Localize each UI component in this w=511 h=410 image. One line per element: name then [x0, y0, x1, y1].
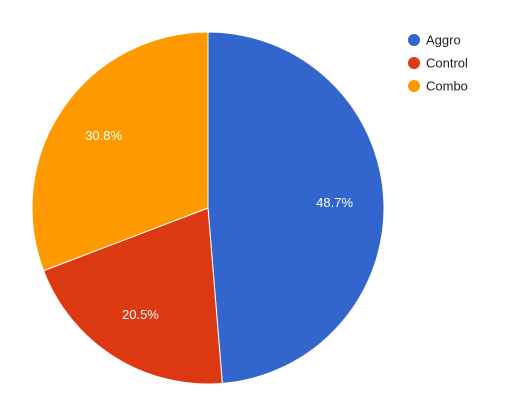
legend-item-aggro[interactable]: Aggro [408, 33, 461, 48]
slice-label-aggro: 48.7% [316, 195, 353, 210]
pie-slices [31, 31, 385, 385]
pie-slice-labels: 48.7% 20.5% 30.8% [85, 128, 353, 322]
pie-slice-control[interactable] [42, 207, 223, 385]
slice-label-control: 20.5% [122, 307, 159, 322]
legend-swatch-control [408, 57, 420, 69]
legend-swatch-aggro [408, 34, 420, 46]
legend-label-combo: Combo [426, 79, 468, 94]
legend: Aggro Control Combo [408, 33, 468, 94]
pie-slice-aggro[interactable] [207, 31, 385, 384]
legend-label-control: Control [426, 56, 468, 71]
legend-swatch-combo [408, 80, 420, 92]
legend-label-aggro: Aggro [426, 33, 461, 48]
legend-item-combo[interactable]: Combo [408, 79, 468, 94]
legend-item-control[interactable]: Control [408, 56, 468, 71]
pie-slice-combo[interactable] [31, 31, 209, 272]
slice-label-combo: 30.8% [85, 128, 122, 143]
